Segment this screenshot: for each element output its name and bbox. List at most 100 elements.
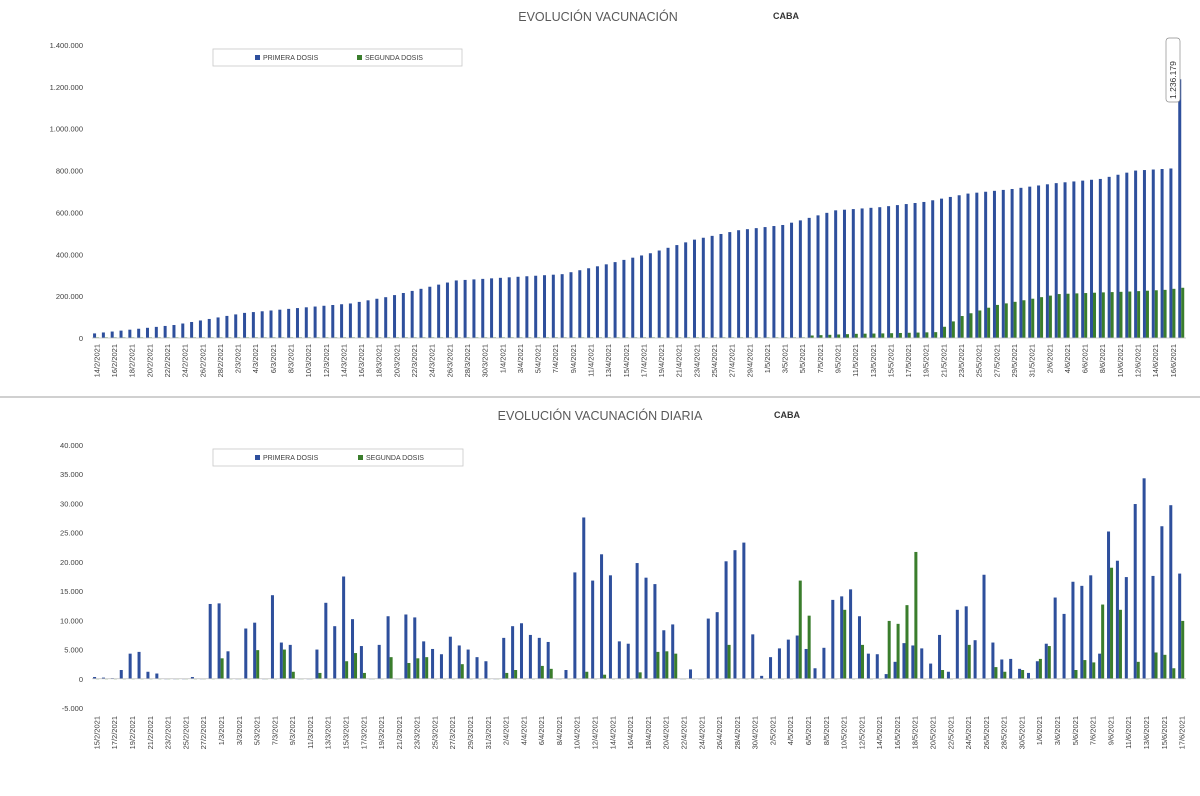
x-tick-label: 17/3/2021 <box>359 716 368 749</box>
bar-primera-dosis <box>1072 181 1075 338</box>
bar-segunda-dosis <box>799 581 802 679</box>
bar-primera-dosis <box>534 276 537 338</box>
x-tick-label: 27/4/2021 <box>728 344 737 377</box>
bar-primera-dosis <box>1054 598 1057 679</box>
x-tick-label: 15/6/2021 <box>1160 716 1169 749</box>
bar-segunda-dosis <box>354 653 357 679</box>
x-tick-label: 21/4/2021 <box>675 344 684 377</box>
bar-primera-dosis <box>1064 182 1067 338</box>
bar-primera-dosis <box>209 604 212 679</box>
bar-segunda-dosis <box>1110 568 1113 679</box>
x-tick-label: 20/5/2021 <box>929 716 938 749</box>
x-tick-label: 4/6/2021 <box>1063 344 1072 373</box>
legend-label-segunda-dosis: SEGUNDA DOSIS <box>365 55 423 62</box>
bar-primera-dosis <box>1090 180 1093 338</box>
x-tick-label: 1/6/2021 <box>1035 716 1044 745</box>
bar-primera-dosis <box>849 589 852 678</box>
x-tick-label: 21/5/2021 <box>939 344 948 377</box>
y-tick-label: 1.000.000 <box>50 125 83 134</box>
x-tick-label: 13/6/2021 <box>1142 716 1151 749</box>
bar-segunda-dosis <box>952 321 955 338</box>
bar-primera-dosis <box>1108 177 1111 338</box>
bar-segunda-dosis <box>345 661 348 679</box>
x-tick-label: 6/3/2021 <box>269 344 278 373</box>
bar-primera-dosis <box>1019 188 1022 338</box>
bar-primera-dosis <box>573 572 576 678</box>
bar-segunda-dosis <box>665 651 668 678</box>
bar-primera-dosis <box>120 331 123 338</box>
bar-segunda-dosis <box>987 308 990 338</box>
bar-primera-dosis <box>155 674 158 679</box>
bar-primera-dosis <box>965 606 968 678</box>
x-tick-label: 20/2/2021 <box>145 344 154 377</box>
bar-segunda-dosis <box>846 334 849 338</box>
bar-primera-dosis <box>431 649 434 679</box>
bar-primera-dosis <box>667 248 670 338</box>
legend-swatch-primera-dosis <box>255 55 260 60</box>
y-axis: 0200.000400.000600.000800.0001.000.0001.… <box>50 41 83 343</box>
daily-vaccination-panel: EVOLUCIÓN VACUNACIÓN DIARIA CABA PRIMERA… <box>0 397 1200 796</box>
bar-primera-dosis <box>1002 190 1005 338</box>
y-tick-label: 1.200.000 <box>50 83 83 92</box>
bar-primera-dosis <box>1169 168 1172 338</box>
bar-primera-dosis <box>569 272 572 338</box>
bar-primera-dosis <box>111 332 114 338</box>
bar-primera-dosis <box>543 275 546 338</box>
bar-primera-dosis <box>645 578 648 679</box>
bar-primera-dosis <box>517 277 520 338</box>
bar-segunda-dosis <box>1181 288 1184 338</box>
x-tick-label: 8/4/2021 <box>555 716 564 745</box>
bar-primera-dosis <box>627 644 630 679</box>
x-tick-label: 16/6/2021 <box>1169 344 1178 377</box>
x-tick-label: 12/3/2021 <box>322 344 331 377</box>
x-tick-label: 22/2/2021 <box>163 344 172 377</box>
bar-primera-dosis <box>578 270 581 338</box>
bar-primera-dosis <box>822 648 825 679</box>
bar-segunda-dosis <box>1022 300 1025 338</box>
bar-primera-dosis <box>440 654 443 679</box>
bar-primera-dosis <box>631 258 634 338</box>
bar-segunda-dosis <box>1049 296 1052 338</box>
x-tick-label: 22/3/2021 <box>410 344 419 377</box>
bar-primera-dosis <box>484 661 487 679</box>
x-tick-label: 24/4/2021 <box>697 716 706 749</box>
bar-primera-dosis <box>817 215 820 338</box>
bar-segunda-dosis <box>843 610 846 679</box>
bar-primera-dosis <box>1046 184 1049 338</box>
x-tick-label: 1/5/2021 <box>763 344 772 373</box>
bar-segunda-dosis <box>1181 621 1184 679</box>
x-tick-label: 29/4/2021 <box>745 344 754 377</box>
bar-segunda-dosis <box>943 327 946 338</box>
x-tick-label: 28/3/2021 <box>463 344 472 377</box>
bar-primera-dosis <box>991 643 994 679</box>
x-tick-label: 12/6/2021 <box>1134 344 1143 377</box>
x-tick-label: 1/3/2021 <box>217 716 226 745</box>
bar-segunda-dosis <box>808 616 811 679</box>
bar-segunda-dosis <box>899 333 902 338</box>
x-tick-label: 13/5/2021 <box>869 344 878 377</box>
bar-segunda-dosis <box>934 332 937 338</box>
x-tick-label: 8/3/2021 <box>287 344 296 373</box>
bar-segunda-dosis <box>221 658 224 678</box>
x-tick-label: 21/3/2021 <box>395 716 404 749</box>
bar-primera-dosis <box>102 332 105 338</box>
bar-segunda-dosis <box>1163 655 1166 679</box>
bar-primera-dosis <box>1161 169 1164 338</box>
x-tick-label: 28/2/2021 <box>216 344 225 377</box>
bar-primera-dosis <box>755 228 758 338</box>
x-tick-label: 27/2/2021 <box>199 716 208 749</box>
bar-segunda-dosis <box>968 645 971 679</box>
bar-segunda-dosis <box>416 658 419 678</box>
bar-segunda-dosis <box>872 334 875 338</box>
y-tick-label: 5.000 <box>64 646 83 655</box>
bar-primera-dosis <box>413 617 416 678</box>
bar-primera-dosis <box>799 220 802 338</box>
x-tick-label: 8/5/2021 <box>822 716 831 745</box>
bar-primera-dosis <box>600 554 603 678</box>
x-tick-label: 28/5/2021 <box>1000 716 1009 749</box>
x-tick-label: 2/3/2021 <box>234 344 243 373</box>
bar-primera-dosis <box>671 624 674 678</box>
bar-primera-dosis <box>464 280 467 338</box>
bar-primera-dosis <box>243 313 246 338</box>
bar-primera-dosis <box>582 517 585 678</box>
